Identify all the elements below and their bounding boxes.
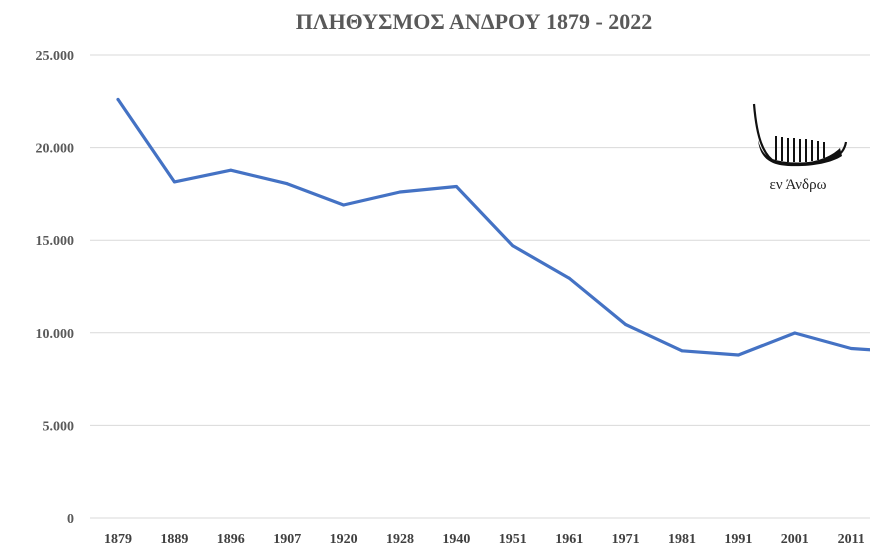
data-point [511, 244, 515, 248]
data-point [398, 190, 402, 194]
data-point [285, 182, 289, 186]
gridlines [90, 54, 870, 519]
chart-title: ΠΛΗΘΥΣΜΟΣ ΑΝΔΡΟΥ 1879 - 2022 [296, 9, 653, 34]
data-point [793, 331, 797, 335]
data-point [229, 168, 233, 172]
data-point [342, 203, 346, 207]
x-tick-label: 1971 [612, 532, 640, 547]
data-point [172, 180, 176, 184]
series-layer [116, 97, 870, 357]
x-tick-label: 1961 [555, 532, 583, 547]
logo: εν Άνδρω [752, 103, 848, 193]
x-tick-label: 1896 [217, 532, 245, 547]
data-point [454, 184, 458, 188]
x-tick-label: 1907 [273, 532, 301, 547]
x-tick-label: 1928 [386, 532, 414, 547]
y-axis: 0 5.000 10.000 15.000 20.000 25.000 [36, 49, 75, 527]
data-point [849, 347, 853, 351]
data-point [680, 349, 684, 353]
x-tick-label: 1879 [104, 532, 132, 547]
x-tick-label: 1940 [442, 532, 470, 547]
y-tick-label: 0 [67, 512, 74, 527]
logo-text: εν Άνδρω [770, 177, 827, 193]
x-tick-label: 1920 [330, 532, 358, 547]
y-tick-label: 10.000 [36, 327, 75, 342]
data-point [624, 322, 628, 326]
y-tick-label: 25.000 [36, 49, 75, 64]
boat-icon [752, 103, 848, 167]
x-tick-label: 1889 [160, 532, 188, 547]
x-axis: 1879 1889 1896 1907 1920 1928 1940 1951 1961 1971… [104, 532, 865, 547]
x-tick-label: 2011 [838, 532, 865, 547]
y-tick-label: 5.000 [43, 419, 75, 434]
data-point [116, 97, 120, 101]
series-line [116, 97, 870, 357]
x-tick-label: 1951 [499, 532, 527, 547]
y-tick-label: 15.000 [36, 234, 75, 249]
x-tick-label: 2001 [781, 532, 809, 547]
x-tick-label: 1991 [724, 532, 752, 547]
data-point [736, 353, 740, 357]
y-tick-label: 20.000 [36, 142, 75, 157]
x-tick-label: 1981 [668, 532, 696, 547]
data-point [567, 276, 571, 280]
